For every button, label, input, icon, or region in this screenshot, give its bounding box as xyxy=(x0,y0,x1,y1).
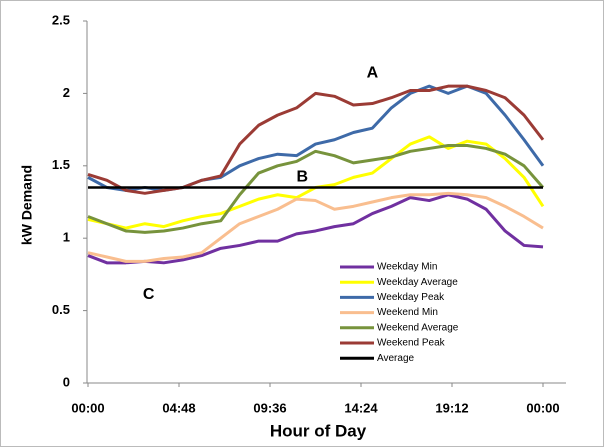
y-tick-label: 2 xyxy=(63,85,70,100)
x-tick-label: 09:36 xyxy=(253,400,286,415)
y-tick-label: 1.5 xyxy=(52,157,70,172)
series-line xyxy=(87,144,545,234)
x-tick-label: 14:24 xyxy=(344,400,378,415)
x-axis-title: Hour of Day xyxy=(270,421,367,440)
x-tick-label: 19:12 xyxy=(435,400,468,415)
x-tick-label: 00:00 xyxy=(71,400,104,415)
annotation: C xyxy=(143,286,155,303)
y-tick-label: 0.5 xyxy=(52,302,70,317)
x-tick-label: 00:00 xyxy=(526,400,559,415)
legend-label: Weekend Min xyxy=(377,307,438,318)
annotation: B xyxy=(296,169,308,186)
y-tick-label: 2.5 xyxy=(52,12,70,27)
y-axis-title: kW Demand xyxy=(19,165,35,245)
legend-label: Average xyxy=(377,353,415,364)
y-tick-label: 0 xyxy=(63,374,70,389)
legend-label: Weekday Average xyxy=(377,277,458,288)
series-line xyxy=(87,193,544,265)
legend-label: Weekday Peak xyxy=(377,292,445,303)
series-line xyxy=(87,191,544,263)
series-line xyxy=(87,84,545,195)
legend-label: Weekday Min xyxy=(377,262,437,273)
legend-label: Weekend Peak xyxy=(377,338,446,349)
legend-label: Weekend Average xyxy=(377,322,459,333)
annotation: A xyxy=(367,64,379,81)
y-tick-label: 1 xyxy=(63,230,70,245)
x-tick-label: 04:48 xyxy=(162,400,195,415)
